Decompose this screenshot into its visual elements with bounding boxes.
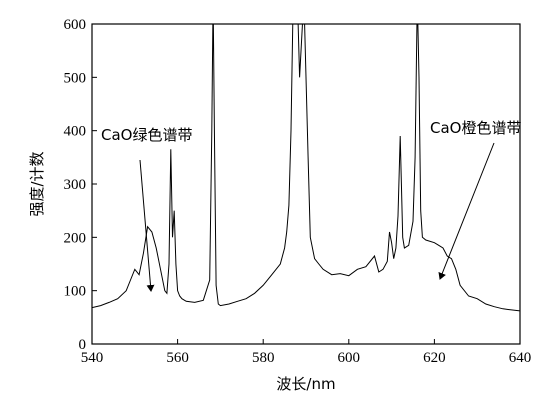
- x-axis-title: 波长/nm: [276, 375, 335, 393]
- y-axis-ticks: 0 100 200 300 400 500 600: [64, 17, 97, 353]
- orange-band-arrow: [438, 142, 495, 280]
- x-axis-ticks: 540 560 580 600 620 640: [81, 339, 532, 366]
- plot-frame: [91, 23, 521, 345]
- y-axis-title: 强度/计数: [28, 151, 46, 216]
- y-tick-label: 0: [79, 337, 87, 353]
- green-band-arrow: [139, 159, 155, 292]
- y-tick-label: 400: [64, 124, 87, 140]
- y-tick-label: 100: [64, 284, 87, 300]
- x-tick-label: 640: [509, 350, 532, 366]
- green-band-label: CaO绿色谱带: [101, 126, 192, 144]
- y-tick-label: 500: [64, 70, 87, 86]
- spectrum-line: [92, 24, 520, 312]
- x-tick-label: 600: [338, 350, 361, 366]
- y-tick-label: 600: [64, 17, 87, 33]
- y-tick-label: 300: [64, 177, 87, 193]
- y-tick-label: 200: [64, 230, 87, 246]
- x-tick-label: 620: [423, 350, 446, 366]
- orange-band-label: CaO橙色谱带: [430, 119, 521, 137]
- x-tick-label: 580: [252, 350, 275, 366]
- x-tick-label: 540: [81, 350, 104, 366]
- x-tick-label: 560: [166, 350, 189, 366]
